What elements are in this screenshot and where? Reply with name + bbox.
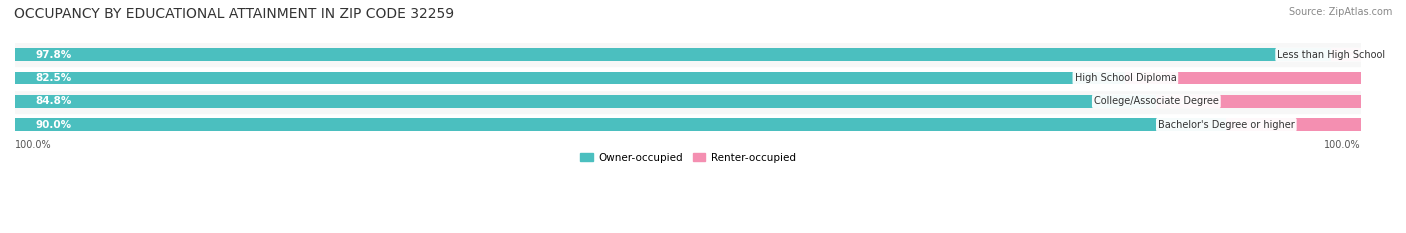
Bar: [15, 48, 1331, 61]
Text: Bachelor's Degree or higher: Bachelor's Degree or higher: [1159, 120, 1295, 130]
Text: 100.0%: 100.0%: [1324, 140, 1361, 150]
Bar: [1331, 48, 1361, 61]
Text: 17.5%: 17.5%: [1132, 73, 1168, 83]
Text: High School Diploma: High School Diploma: [1074, 73, 1177, 83]
Bar: [15, 95, 1156, 108]
Bar: [15, 43, 1361, 66]
Bar: [15, 90, 1361, 113]
Legend: Owner-occupied, Renter-occupied: Owner-occupied, Renter-occupied: [576, 148, 800, 167]
Text: 82.5%: 82.5%: [35, 73, 72, 83]
Bar: [1156, 95, 1361, 108]
Bar: [15, 118, 1226, 131]
Text: College/Associate Degree: College/Associate Degree: [1094, 96, 1219, 106]
Bar: [1125, 72, 1361, 84]
Bar: [15, 113, 1361, 136]
Text: 90.0%: 90.0%: [35, 120, 72, 130]
Text: 100.0%: 100.0%: [15, 140, 52, 150]
Bar: [15, 66, 1361, 90]
Text: 2.2%: 2.2%: [1339, 50, 1367, 60]
Text: 10.0%: 10.0%: [1233, 120, 1270, 130]
Bar: [15, 72, 1125, 84]
Text: 84.8%: 84.8%: [35, 96, 72, 106]
Text: Less than High School: Less than High School: [1277, 50, 1385, 60]
Text: Source: ZipAtlas.com: Source: ZipAtlas.com: [1288, 7, 1392, 17]
Bar: [1226, 118, 1361, 131]
Text: 15.2%: 15.2%: [1163, 96, 1199, 106]
Text: 97.8%: 97.8%: [35, 50, 72, 60]
Text: OCCUPANCY BY EDUCATIONAL ATTAINMENT IN ZIP CODE 32259: OCCUPANCY BY EDUCATIONAL ATTAINMENT IN Z…: [14, 7, 454, 21]
